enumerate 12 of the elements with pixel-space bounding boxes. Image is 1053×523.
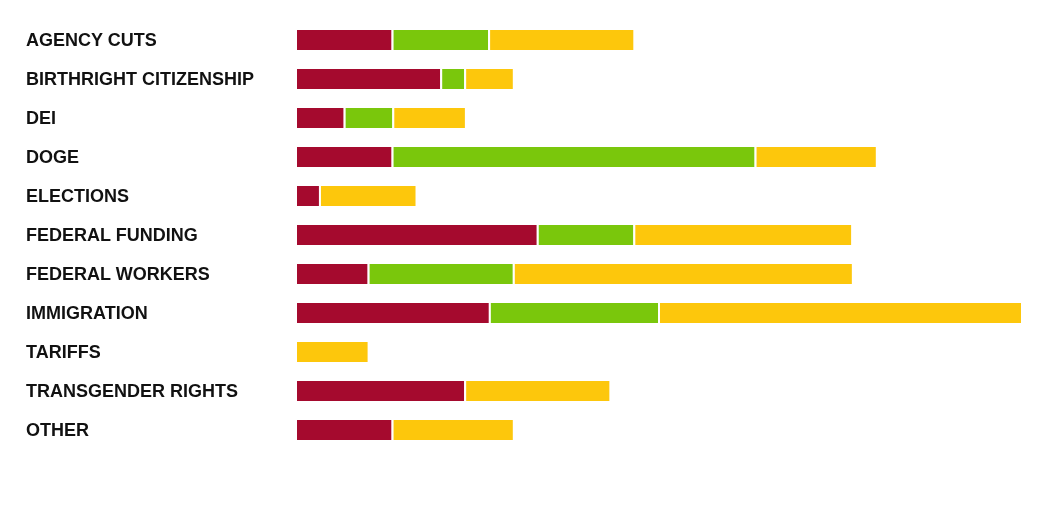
bar <box>296 340 370 364</box>
y-tick-label: FEDERAL WORKERS <box>26 263 210 284</box>
y-tick-label: IMMIGRATION <box>26 302 148 323</box>
y-tick-label: AGENCY CUTS <box>26 29 157 50</box>
y-tick-label: TRANSGENDER RIGHTS <box>26 380 239 401</box>
y-tick-label: BIRTHRIGHT CITIZENSHIP <box>26 68 254 89</box>
y-tick-label: TARIFFS <box>26 341 101 362</box>
y-tick-label: DOGE <box>26 146 80 167</box>
y-tick-label: OTHER <box>26 419 89 440</box>
y-tick-label: FEDERAL FUNDING <box>26 224 198 245</box>
y-tick-label: DEI <box>26 107 57 128</box>
y-tick-label: ELECTIONS <box>26 185 130 206</box>
